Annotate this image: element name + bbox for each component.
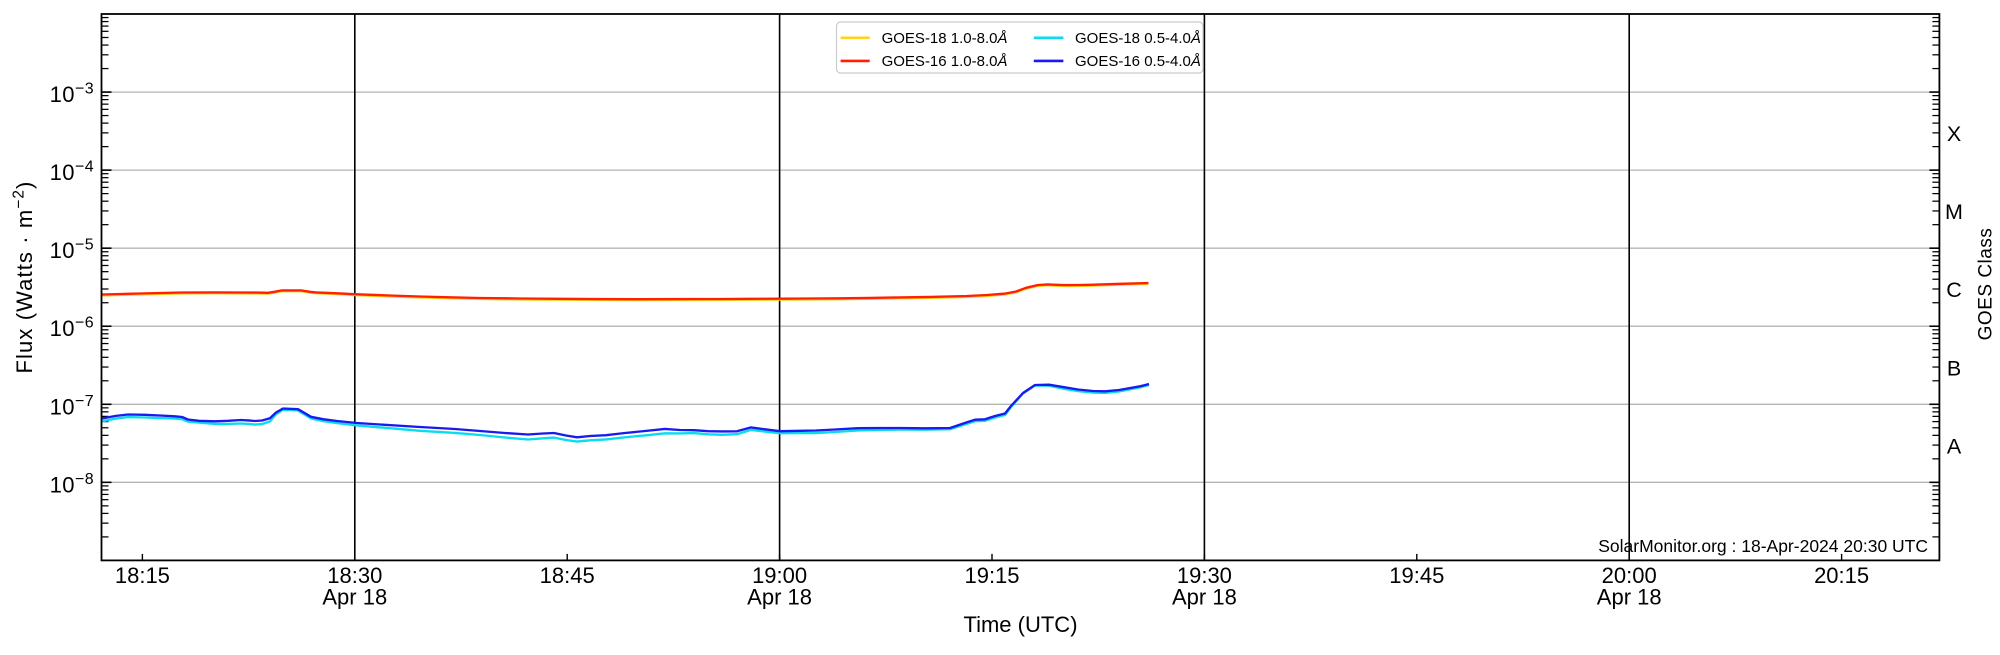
svg-text:Time (UTC): Time (UTC) [963, 612, 1077, 637]
svg-text:19:45: 19:45 [1389, 563, 1444, 588]
svg-text:18:30: 18:30 [327, 563, 382, 588]
svg-text:Apr 18: Apr 18 [1172, 585, 1237, 610]
svg-text:GOES Class: GOES Class [1976, 228, 1997, 341]
svg-text:GOES-18 0.5-4.0Å: GOES-18 0.5-4.0Å [1075, 30, 1201, 47]
svg-text:18:45: 18:45 [540, 563, 595, 588]
svg-text:SolarMonitor.org : 18-Apr-2024: SolarMonitor.org : 18-Apr-2024 20:30 UTC [1598, 536, 1928, 556]
svg-text:GOES-16 0.5-4.0Å: GOES-16 0.5-4.0Å [1075, 53, 1201, 70]
svg-text:20:00: 20:00 [1602, 563, 1657, 588]
svg-text:C: C [1946, 278, 1962, 302]
svg-text:10−4: 10−4 [50, 159, 94, 186]
svg-text:GOES-18 1.0-8.0Å: GOES-18 1.0-8.0Å [882, 30, 1008, 47]
svg-text:Apr 18: Apr 18 [1597, 585, 1662, 610]
svg-text:A: A [1947, 434, 1962, 458]
svg-text:10−5: 10−5 [50, 237, 94, 264]
svg-text:20:15: 20:15 [1814, 563, 1869, 588]
svg-text:Flux (Watts · m−2): Flux (Watts · m−2) [11, 181, 38, 374]
svg-text:19:15: 19:15 [964, 563, 1019, 588]
svg-text:10−8: 10−8 [50, 471, 94, 498]
svg-text:M: M [1945, 200, 1963, 224]
svg-text:Apr 18: Apr 18 [747, 585, 812, 610]
svg-text:19:00: 19:00 [752, 563, 807, 588]
svg-text:Apr 18: Apr 18 [322, 585, 387, 610]
svg-text:18:15: 18:15 [115, 563, 170, 588]
svg-text:X: X [1947, 122, 1961, 146]
svg-text:B: B [1947, 356, 1961, 380]
svg-text:19:30: 19:30 [1177, 563, 1232, 588]
svg-text:GOES-16 1.0-8.0Å: GOES-16 1.0-8.0Å [882, 53, 1008, 70]
